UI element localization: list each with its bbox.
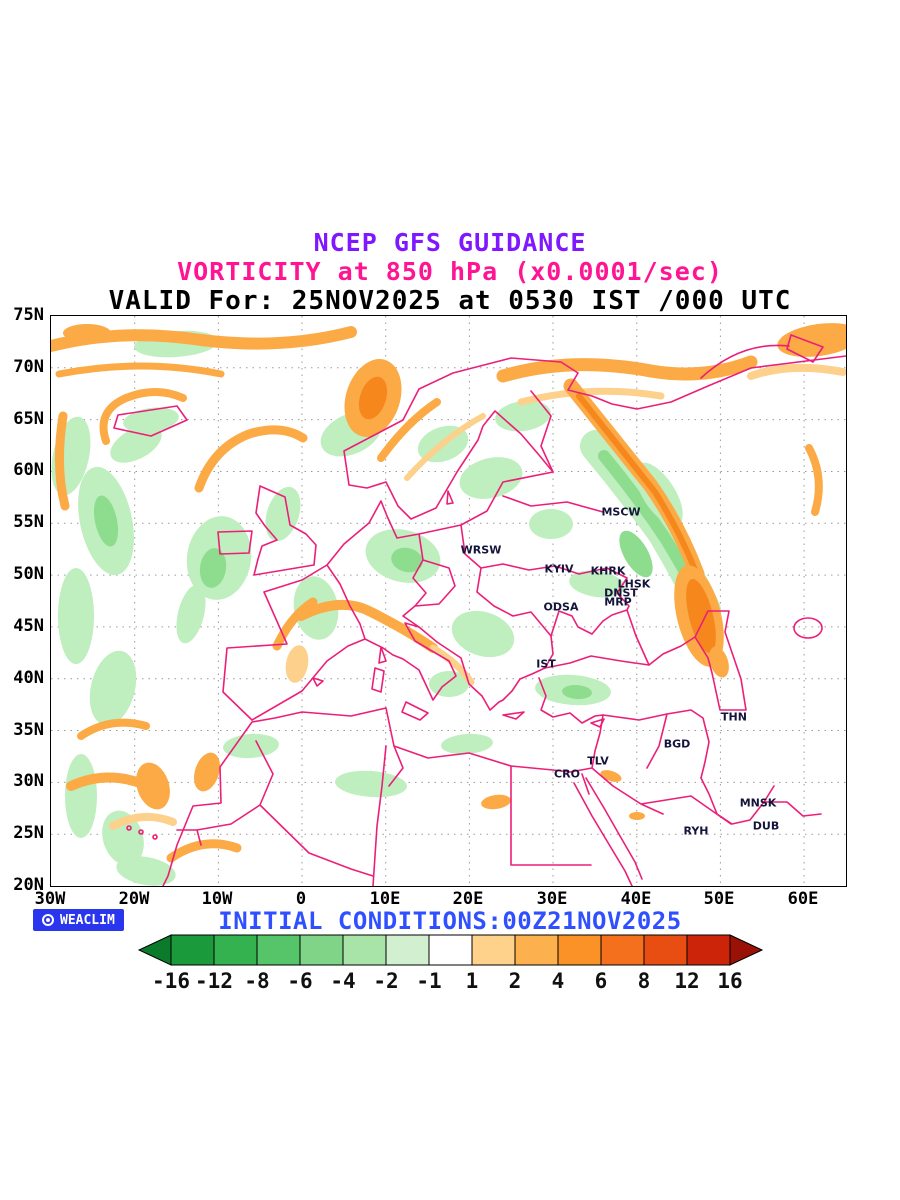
lat-label-65n: 65N — [13, 409, 44, 429]
colorbar-cell — [471, 934, 516, 966]
lat-label-75n: 75N — [13, 305, 44, 325]
lon-label-50e: 50E — [703, 889, 735, 909]
lon-label-20w: 20W — [118, 889, 150, 909]
colorbar-cell — [686, 934, 731, 966]
chart-title-valid: VALID For: 25NOV2025 at 0530 IST /000 UT… — [108, 286, 792, 316]
map-plot-area: MSCW WRSW KYIV KHRK LHSK DNST MRP ODSA IST THN BGD… — [50, 315, 847, 887]
colorbar-cell — [342, 934, 387, 966]
colorbar-arrow-left — [137, 934, 172, 966]
colorbar-cell — [170, 934, 215, 966]
colorbar-tick: -16 — [152, 969, 190, 993]
weaclim-icon — [42, 914, 54, 926]
lat-label-45n: 45N — [13, 616, 44, 636]
lon-label-30w: 30W — [34, 889, 66, 909]
colorbar-cell — [428, 934, 473, 966]
lon-label-60e: 60E — [787, 889, 819, 909]
lat-label-25n: 25N — [13, 823, 44, 843]
coastlines-and-borders — [113, 334, 846, 886]
lat-label-50n: 50N — [13, 564, 44, 584]
city-label-dub: DUB — [752, 819, 780, 833]
colorbar-tick: -8 — [244, 969, 269, 993]
positive-vorticity-shading — [51, 323, 846, 863]
colorbar-tick: -6 — [287, 969, 312, 993]
colorbar-cell — [256, 934, 301, 966]
colorbar-tick: 2 — [509, 969, 522, 993]
lat-label-55n: 55N — [13, 512, 44, 532]
city-label-kyiv: KYIV — [544, 562, 574, 576]
colorbar-tick: 1 — [466, 969, 479, 993]
city-label-dnst: DNST — [604, 586, 638, 600]
city-label-mscw: MSCW — [601, 505, 641, 519]
colorbar-tick: -2 — [373, 969, 398, 993]
city-label-wrsw: WRSW — [460, 543, 502, 557]
city-label-bgd: BGD — [663, 737, 691, 751]
colorbar-legend: -16 -12 -8 -6 -4 -2 -1 1 2 4 6 8 12 16 — [137, 934, 764, 993]
city-label-lhsk: LHSK — [617, 577, 651, 591]
colorbar-tick: -1 — [416, 969, 441, 993]
colorbar-cell — [299, 934, 344, 966]
lat-label-60n: 60N — [13, 460, 44, 480]
chart-title-field: VORTICITY at 850 hPa (x0.0001/sec) — [177, 257, 723, 286]
lat-label-70n: 70N — [13, 357, 44, 377]
colorbar-cell — [557, 934, 602, 966]
initial-conditions-text: INITIAL CONDITIONS:00Z21NOV2025 — [218, 907, 682, 935]
colorbar-cell — [643, 934, 688, 966]
map-svg — [51, 316, 846, 886]
colorbar-tick: -12 — [195, 969, 233, 993]
lat-label-35n: 35N — [13, 720, 44, 740]
colorbar-cell — [213, 934, 258, 966]
colorbar-cell — [514, 934, 559, 966]
lon-label-10e: 10E — [369, 889, 401, 909]
city-layer: MSCW WRSW KYIV KHRK LHSK DNST MRP ODSA IST THN BGD… — [51, 316, 846, 886]
lat-label-20n: 20N — [13, 875, 44, 895]
colorbar-tick: -4 — [330, 969, 355, 993]
city-label-ryh: RYH — [683, 824, 709, 838]
lat-label-40n: 40N — [13, 668, 44, 688]
colorbar-tick: 12 — [674, 969, 699, 993]
lon-label-20e: 20E — [452, 889, 484, 909]
colorbar-tick: 6 — [595, 969, 608, 993]
city-label-khrk: KHRK — [590, 564, 626, 578]
colorbar-cell — [385, 934, 430, 966]
lon-label-30e: 30E — [536, 889, 568, 909]
city-label-mrp: MRP — [604, 595, 632, 609]
lon-label-0: 0 — [295, 889, 307, 909]
city-label-tlv: TLV — [587, 754, 609, 768]
chart-title-model: NCEP GFS GUIDANCE — [313, 228, 587, 257]
city-label-ist: IST — [536, 657, 556, 671]
colorbar-tick: 4 — [552, 969, 565, 993]
lon-label-10w: 10W — [201, 889, 233, 909]
colorbar-cell — [600, 934, 645, 966]
city-label-cro: CRO — [554, 767, 580, 781]
city-label-mnsk: MNSK — [739, 796, 777, 810]
weaclim-logo-text: WEACLIM — [60, 912, 115, 928]
lat-label-30n: 30N — [13, 771, 44, 791]
city-label-odsa: ODSA — [543, 600, 579, 614]
colorbar-arrow-right — [729, 934, 764, 966]
lon-label-40e: 40E — [620, 889, 652, 909]
colorbar-tick: 8 — [638, 969, 651, 993]
colorbar-tick: 16 — [717, 969, 742, 993]
weaclim-logo-badge: WEACLIM — [33, 909, 124, 931]
city-label-thn: THN — [721, 710, 747, 724]
